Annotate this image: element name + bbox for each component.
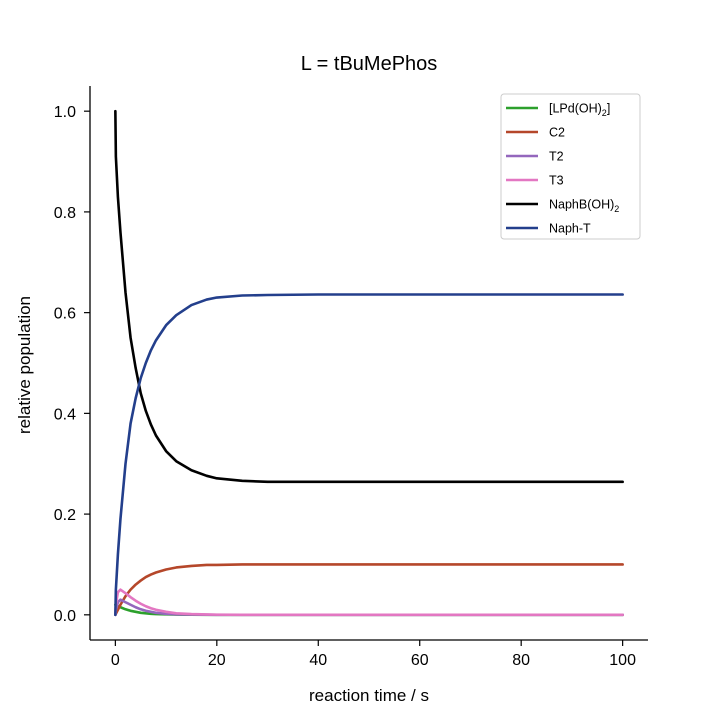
legend-frame — [500, 93, 641, 240]
series-line-naphb-oh-2 — [114, 109, 624, 484]
legend-label-main: NaphB(OH) — [549, 198, 614, 212]
legend-label-lpd-oh-2: [LPd(OH)2] — [549, 102, 610, 119]
legend-label-t3: T3 — [549, 174, 564, 188]
legend-label-t2: T2 — [549, 150, 564, 164]
y-tick-label: 0.4 — [54, 406, 76, 423]
chart-title: L = tBuMePhos — [301, 53, 438, 75]
y-tick-label: 0.8 — [54, 205, 76, 222]
y-ticks: 0.0 0.2 0.4 0.6 0.8 1.0 — [54, 104, 90, 625]
y-tick-label: 1.0 — [54, 104, 76, 121]
y-axis-label: relative population — [15, 296, 34, 434]
x-tick-label: 80 — [512, 652, 530, 669]
series-line-t3 — [114, 588, 624, 617]
x-tick-label: 100 — [609, 652, 636, 669]
series-line-c2 — [114, 563, 624, 617]
series-line-t2 — [114, 598, 624, 617]
legend-label-tail: ] — [607, 102, 610, 116]
y-tick-label: 0.2 — [54, 507, 76, 524]
legend-label-subscript: 2 — [614, 204, 619, 214]
y-tick-label: 0.6 — [54, 306, 76, 323]
x-axis-label: reaction time / s — [309, 686, 429, 705]
y-tick-label: 0.0 — [54, 608, 76, 625]
legend-label-main: C2 — [549, 126, 565, 140]
x-ticks: 0 20 40 60 80 100 — [111, 640, 636, 669]
legend-label-subscript: 2 — [602, 108, 607, 118]
legend-label-main: T2 — [549, 150, 564, 164]
legend-label-c2: C2 — [549, 126, 565, 140]
x-tick-label: 60 — [411, 652, 429, 669]
legend-label-main: [LPd(OH) — [549, 102, 602, 116]
legend-label-naphb-oh-2: NaphB(OH)2 — [549, 198, 619, 215]
x-tick-label: 40 — [309, 652, 327, 669]
series-line-naph-t — [114, 293, 624, 617]
legend-label-main: T3 — [549, 174, 564, 188]
x-tick-label: 0 — [111, 652, 120, 669]
series-layer — [114, 109, 624, 617]
legend-label-naph-t: Naph-T — [549, 222, 591, 236]
x-tick-label: 20 — [208, 652, 226, 669]
legend-label-main: Naph-T — [549, 222, 591, 236]
axes-layer — [89, 86, 648, 641]
